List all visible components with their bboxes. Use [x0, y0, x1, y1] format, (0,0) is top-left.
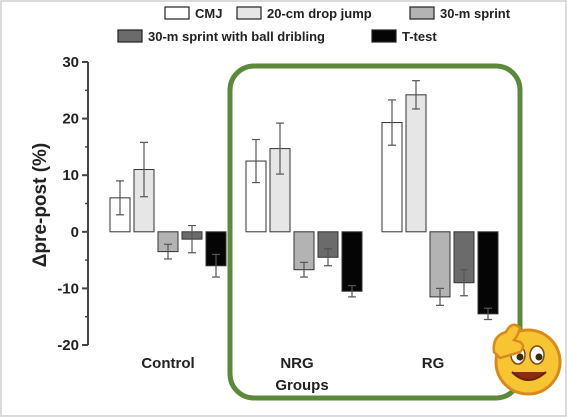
y-tick-label: 10: [62, 167, 79, 184]
y-tick-label: 0: [71, 224, 79, 241]
x-axis-title: Groups: [275, 377, 328, 394]
y-tick-label: -10: [57, 280, 79, 297]
y-tick-label: 30: [62, 54, 79, 71]
bar-nrg-s5: [341, 231, 363, 292]
legend-swatch: [117, 29, 143, 43]
legend-label: CMJ: [195, 6, 222, 21]
legend-swatch: [164, 6, 190, 20]
bar-rg-s5: [477, 231, 499, 315]
y-tick-label: 20: [62, 111, 79, 128]
y-axis: -20 -10 0 10 20 30: [57, 54, 89, 354]
legend-swatch: [409, 6, 435, 20]
y-axis-title: Δpre-post (%): [30, 143, 51, 267]
category-label: Control: [141, 355, 194, 372]
category-labels: Control NRG RG: [141, 355, 444, 372]
legend-swatch: [371, 29, 397, 43]
bar-rg-s3: [429, 231, 451, 298]
legend-label: T-test: [402, 29, 437, 44]
highlight-box: [227, 63, 523, 401]
legend-swatch: [236, 6, 262, 20]
category-label: RG: [422, 355, 445, 372]
bar-rg-s2: [405, 94, 427, 233]
thumbs-up-emoji-icon: [492, 323, 562, 396]
bars-layer: [109, 80, 499, 321]
legend: CMJ 20-cm drop jump 30-m sprint 30-m sprint…: [117, 6, 511, 44]
y-tick-label: -20: [57, 337, 79, 354]
legend-label: 20-cm drop jump: [267, 6, 372, 21]
legend-label: 30-m sprint: [440, 6, 511, 21]
category-label: NRG: [280, 355, 313, 372]
legend-label: 30-m sprint with ball dribling: [148, 29, 325, 44]
